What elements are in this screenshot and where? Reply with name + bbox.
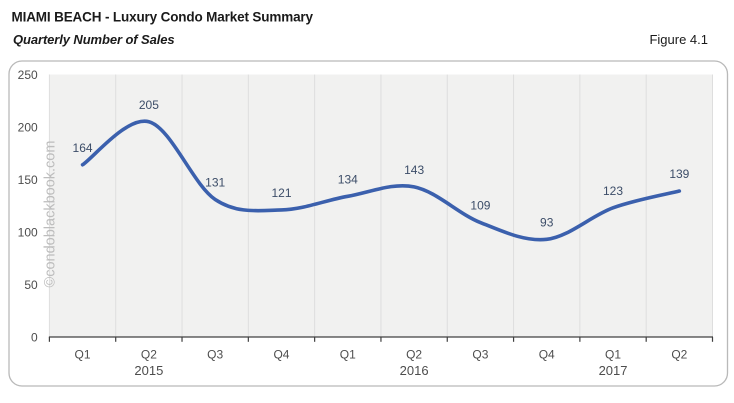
svg-text:123: 123: [603, 184, 623, 198]
svg-text:Q2: Q2: [406, 348, 422, 362]
svg-text:2016: 2016: [400, 363, 429, 378]
svg-text:143: 143: [404, 163, 424, 177]
svg-text:93: 93: [540, 215, 554, 229]
svg-text:100: 100: [18, 225, 38, 239]
svg-text:Q1: Q1: [75, 348, 91, 362]
svg-text:Q1: Q1: [605, 348, 621, 362]
svg-text:Q3: Q3: [472, 348, 488, 362]
svg-text:0: 0: [31, 330, 38, 344]
svg-text:139: 139: [669, 167, 689, 181]
svg-text:2015: 2015: [134, 363, 163, 378]
svg-text:Q2: Q2: [141, 348, 157, 362]
svg-text:109: 109: [470, 199, 490, 213]
svg-text:250: 250: [18, 68, 38, 82]
svg-text:2017: 2017: [599, 363, 628, 378]
svg-text:MIAMI BEACH - Luxury Condo Mar: MIAMI BEACH - Luxury Condo Market Summar…: [12, 10, 314, 25]
svg-text:Quarterly Number of Sales: Quarterly Number of Sales: [13, 32, 175, 47]
svg-text:©condoblackbook.com: ©condoblackbook.com: [43, 141, 59, 288]
svg-text:150: 150: [18, 173, 38, 187]
svg-text:131: 131: [205, 176, 225, 190]
svg-text:Q2: Q2: [671, 348, 687, 362]
svg-text:205: 205: [139, 98, 159, 112]
svg-text:Q3: Q3: [207, 348, 223, 362]
svg-text:Figure 4.1: Figure 4.1: [649, 32, 708, 47]
svg-text:50: 50: [24, 278, 38, 292]
svg-text:200: 200: [18, 120, 38, 134]
svg-text:Q4: Q4: [539, 348, 555, 362]
svg-text:121: 121: [271, 186, 291, 200]
svg-text:164: 164: [73, 141, 93, 155]
svg-text:134: 134: [338, 172, 358, 186]
svg-text:Q1: Q1: [340, 348, 356, 362]
svg-text:Q4: Q4: [273, 348, 289, 362]
